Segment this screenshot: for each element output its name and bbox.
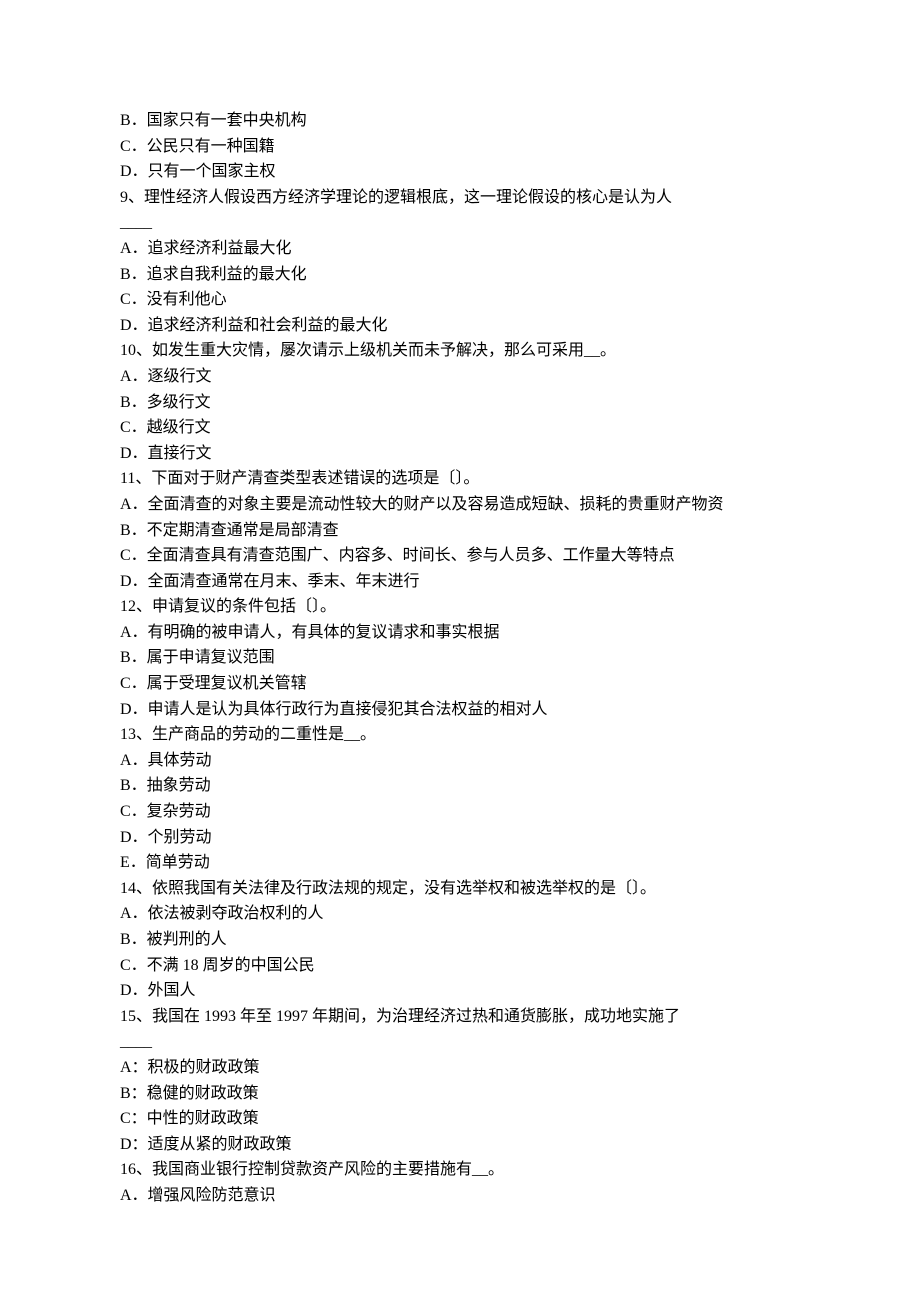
option-text: B．追求自我利益的最大化: [120, 262, 800, 288]
option-text: A．具体劳动: [120, 748, 800, 774]
option-text: B：稳健的财政政策: [120, 1081, 800, 1107]
option-text: D．只有一个国家主权: [120, 159, 800, 185]
blank-line: ____: [120, 210, 800, 236]
question-stem: 15、我国在 1993 年至 1997 年期间，为治理经济过热和通货膨胀，成功地…: [120, 1004, 800, 1030]
option-text: D．直接行文: [120, 441, 800, 467]
option-text: B．国家只有一套中央机构: [120, 108, 800, 134]
option-text: A：积极的财政政策: [120, 1055, 800, 1081]
option-text: D．外国人: [120, 978, 800, 1004]
option-text: D：适度从紧的财政政策: [120, 1132, 800, 1158]
option-text: D．申请人是认为具体行政行为直接侵犯其合法权益的相对人: [120, 697, 800, 723]
question-stem: 13、生产商品的劳动的二重性是__。: [120, 722, 800, 748]
option-text: A．逐级行文: [120, 364, 800, 390]
option-text: D．全面清查通常在月末、季末、年末进行: [120, 569, 800, 595]
option-text: B．属于申请复议范围: [120, 645, 800, 671]
option-text: C．没有利他心: [120, 287, 800, 313]
question-stem: 11、下面对于财产清查类型表述错误的选项是〔〕。: [120, 466, 800, 492]
option-text: C．属于受理复议机关管辖: [120, 671, 800, 697]
option-text: A．有明确的被申请人，有具体的复议请求和事实根据: [120, 620, 800, 646]
option-text: C：中性的财政政策: [120, 1106, 800, 1132]
option-text: C．全面清查具有清查范围广、内容多、时间长、参与人员多、工作量大等特点: [120, 543, 800, 569]
option-text: B．被判刑的人: [120, 927, 800, 953]
option-text: C．不满 18 周岁的中国公民: [120, 953, 800, 979]
option-text: A．追求经济利益最大化: [120, 236, 800, 262]
question-stem: 9、理性经济人假设西方经济学理论的逻辑根底，这一理论假设的核心是认为人: [120, 185, 800, 211]
question-stem: 16、我国商业银行控制贷款资产风险的主要措施有__。: [120, 1157, 800, 1183]
option-text: E．简单劳动: [120, 850, 800, 876]
option-text: D．追求经济利益和社会利益的最大化: [120, 313, 800, 339]
option-text: A．依法被剥夺政治权利的人: [120, 901, 800, 927]
option-text: A．全面清查的对象主要是流动性较大的财产以及容易造成短缺、损耗的贵重财产物资: [120, 492, 800, 518]
question-stem: 12、申请复议的条件包括〔〕。: [120, 594, 800, 620]
option-text: C．复杂劳动: [120, 799, 800, 825]
option-text: B．不定期清查通常是局部清查: [120, 518, 800, 544]
blank-line: ____: [120, 1029, 800, 1055]
option-text: C．越级行文: [120, 415, 800, 441]
option-text: B．抽象劳动: [120, 773, 800, 799]
question-stem: 10、如发生重大灾情，屡次请示上级机关而未予解决，那么可采用__。: [120, 338, 800, 364]
option-text: D．个别劳动: [120, 825, 800, 851]
option-text: B．多级行文: [120, 390, 800, 416]
option-text: A．增强风险防范意识: [120, 1183, 800, 1209]
document-page: B．国家只有一套中央机构 C．公民只有一种国籍 D．只有一个国家主权 9、理性经…: [0, 0, 920, 1302]
question-stem: 14、依照我国有关法律及行政法规的规定，没有选举权和被选举权的是〔〕。: [120, 876, 800, 902]
option-text: C．公民只有一种国籍: [120, 134, 800, 160]
